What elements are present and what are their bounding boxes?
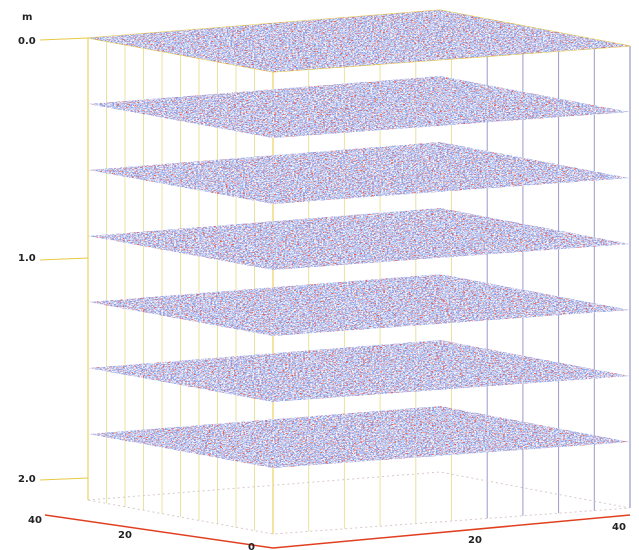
axis-line: [44, 514, 274, 549]
y-tick: 20: [468, 535, 482, 546]
depth-slice: [88, 340, 630, 402]
depth-slice: [88, 274, 630, 336]
depth-slice: [88, 76, 630, 138]
x-tick: 0: [248, 542, 255, 550]
depth-slice: [88, 406, 630, 468]
depth-slice: [88, 208, 630, 270]
depth-tick: 1.0: [18, 253, 36, 264]
x-tick: 20: [118, 530, 132, 541]
y-tick: 40: [612, 522, 626, 533]
x-tick: 40: [28, 515, 42, 526]
axis-line: [272, 514, 631, 549]
depth-slice: [88, 142, 630, 204]
tick-line: [39, 37, 89, 41]
base-plane: [87, 471, 631, 535]
depth-tick: 0.0: [18, 36, 36, 47]
labels: m 0.0 1.0 2.0 40 20 0 20 40: [18, 12, 626, 550]
unit-label: m: [22, 12, 32, 23]
tick-line: [39, 477, 89, 481]
depth-tick: 2.0: [18, 474, 36, 485]
slices: [88, 10, 630, 468]
depth-slice: [88, 10, 630, 72]
tick-line: [39, 257, 89, 261]
